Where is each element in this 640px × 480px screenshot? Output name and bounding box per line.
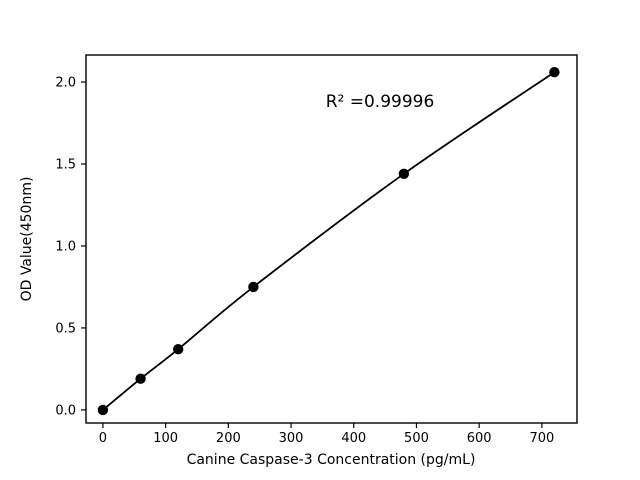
data-point-marker: [398, 168, 410, 179]
r-squared-annotation: R² =0.99996: [326, 92, 435, 112]
y-tick-label: 1.5: [55, 158, 76, 173]
y-tick-label: 2.0: [55, 76, 76, 91]
x-tick-label: 700: [529, 431, 554, 446]
data-points: [97, 67, 560, 416]
x-tick-label: 600: [467, 431, 492, 446]
data-point-marker: [97, 404, 109, 416]
y-tick-label: 0.0: [55, 403, 76, 418]
data-point-marker: [248, 281, 259, 293]
data-point-marker: [173, 344, 184, 355]
plot-border: [85, 54, 578, 424]
x-tick-label: 0: [99, 431, 107, 446]
x-tick-label: 300: [279, 431, 304, 446]
y-tick-label: 0.5: [55, 321, 76, 336]
y-axis-label: OD Value(450nm): [19, 177, 35, 302]
x-tick-label: 500: [404, 431, 429, 446]
data-point-marker: [549, 67, 560, 78]
x-axis-label: Canine Caspase-3 Concentration (pg/mL): [187, 452, 476, 468]
x-axis-ticks: 0 100 200 300 400 500 600 700: [99, 423, 554, 446]
y-tick-label: 1.0: [55, 239, 76, 254]
plot-area: [86, 55, 577, 423]
data-point-marker: [135, 373, 146, 384]
x-tick-label: 400: [341, 431, 366, 446]
x-tick-label: 100: [153, 431, 178, 446]
x-tick-label: 200: [216, 431, 241, 446]
y-axis-ticks: 0.0 0.5 1.0 1.5 2.0: [55, 76, 86, 418]
